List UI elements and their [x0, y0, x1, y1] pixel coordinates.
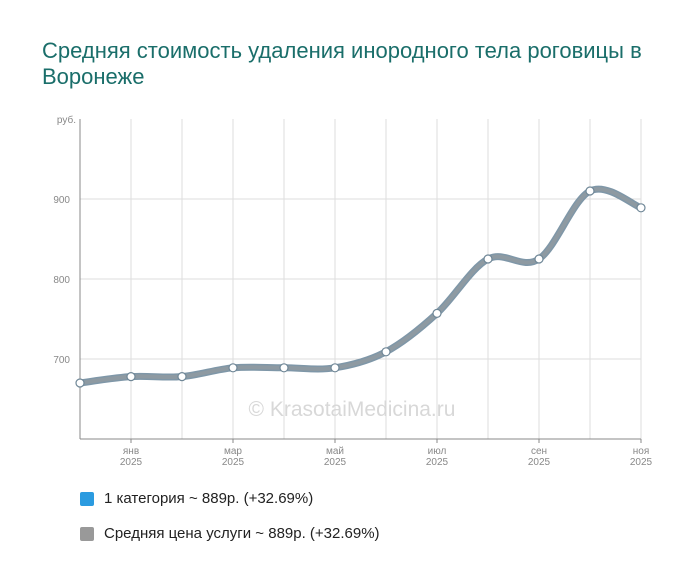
data-point — [483, 254, 493, 264]
legend-swatch-gray — [80, 526, 94, 541]
x-tick-year: 2025 — [426, 457, 449, 468]
chart-title: Средняя стоимость удаления инородного те… — [42, 38, 642, 89]
data-point — [585, 186, 595, 196]
x-tick-year: 2025 — [120, 457, 143, 468]
x-tick-label: янв — [123, 446, 139, 457]
x-tick-year: 2025 — [324, 457, 347, 468]
x-tick-label: сен — [531, 446, 547, 457]
data-point — [75, 378, 85, 388]
data-point — [432, 308, 442, 318]
watermark: © KrasotaiMedicina.ru — [249, 398, 456, 421]
data-point — [330, 363, 340, 373]
y-tick-label: 700 — [53, 355, 70, 366]
x-tick-year: 2025 — [630, 457, 653, 468]
legend-item-category[interactable]: 1 категория ~ 889р. (+32.69%) — [80, 490, 313, 507]
x-tick-label: май — [326, 446, 344, 457]
data-point — [279, 363, 289, 373]
legend-swatch-blue — [80, 491, 94, 506]
legend-label: 1 категория ~ 889р. (+32.69%) — [104, 490, 314, 507]
data-point — [534, 254, 544, 264]
y-tick-label: 900 — [53, 195, 70, 206]
legend-label: Средняя цена услуги ~ 889р. (+32.69%) — [104, 525, 380, 542]
data-point — [381, 347, 391, 357]
x-tick-year: 2025 — [222, 457, 245, 468]
data-point — [228, 363, 238, 373]
legend-item-average[interactable]: Средняя цена услуги ~ 889р. (+32.69%) — [80, 525, 380, 542]
data-point — [126, 372, 136, 382]
series-line-category — [76, 185, 645, 387]
data-point — [177, 372, 187, 382]
y-axis-unit: руб. — [57, 114, 76, 126]
series-line-average — [79, 187, 642, 385]
x-tick-label: ноя — [633, 446, 650, 457]
x-tick-label: мар — [224, 446, 242, 457]
x-tick-label: июл — [428, 446, 447, 457]
x-tick-year: 2025 — [528, 457, 551, 468]
y-tick-label: 800 — [53, 275, 70, 286]
data-point — [636, 203, 646, 213]
